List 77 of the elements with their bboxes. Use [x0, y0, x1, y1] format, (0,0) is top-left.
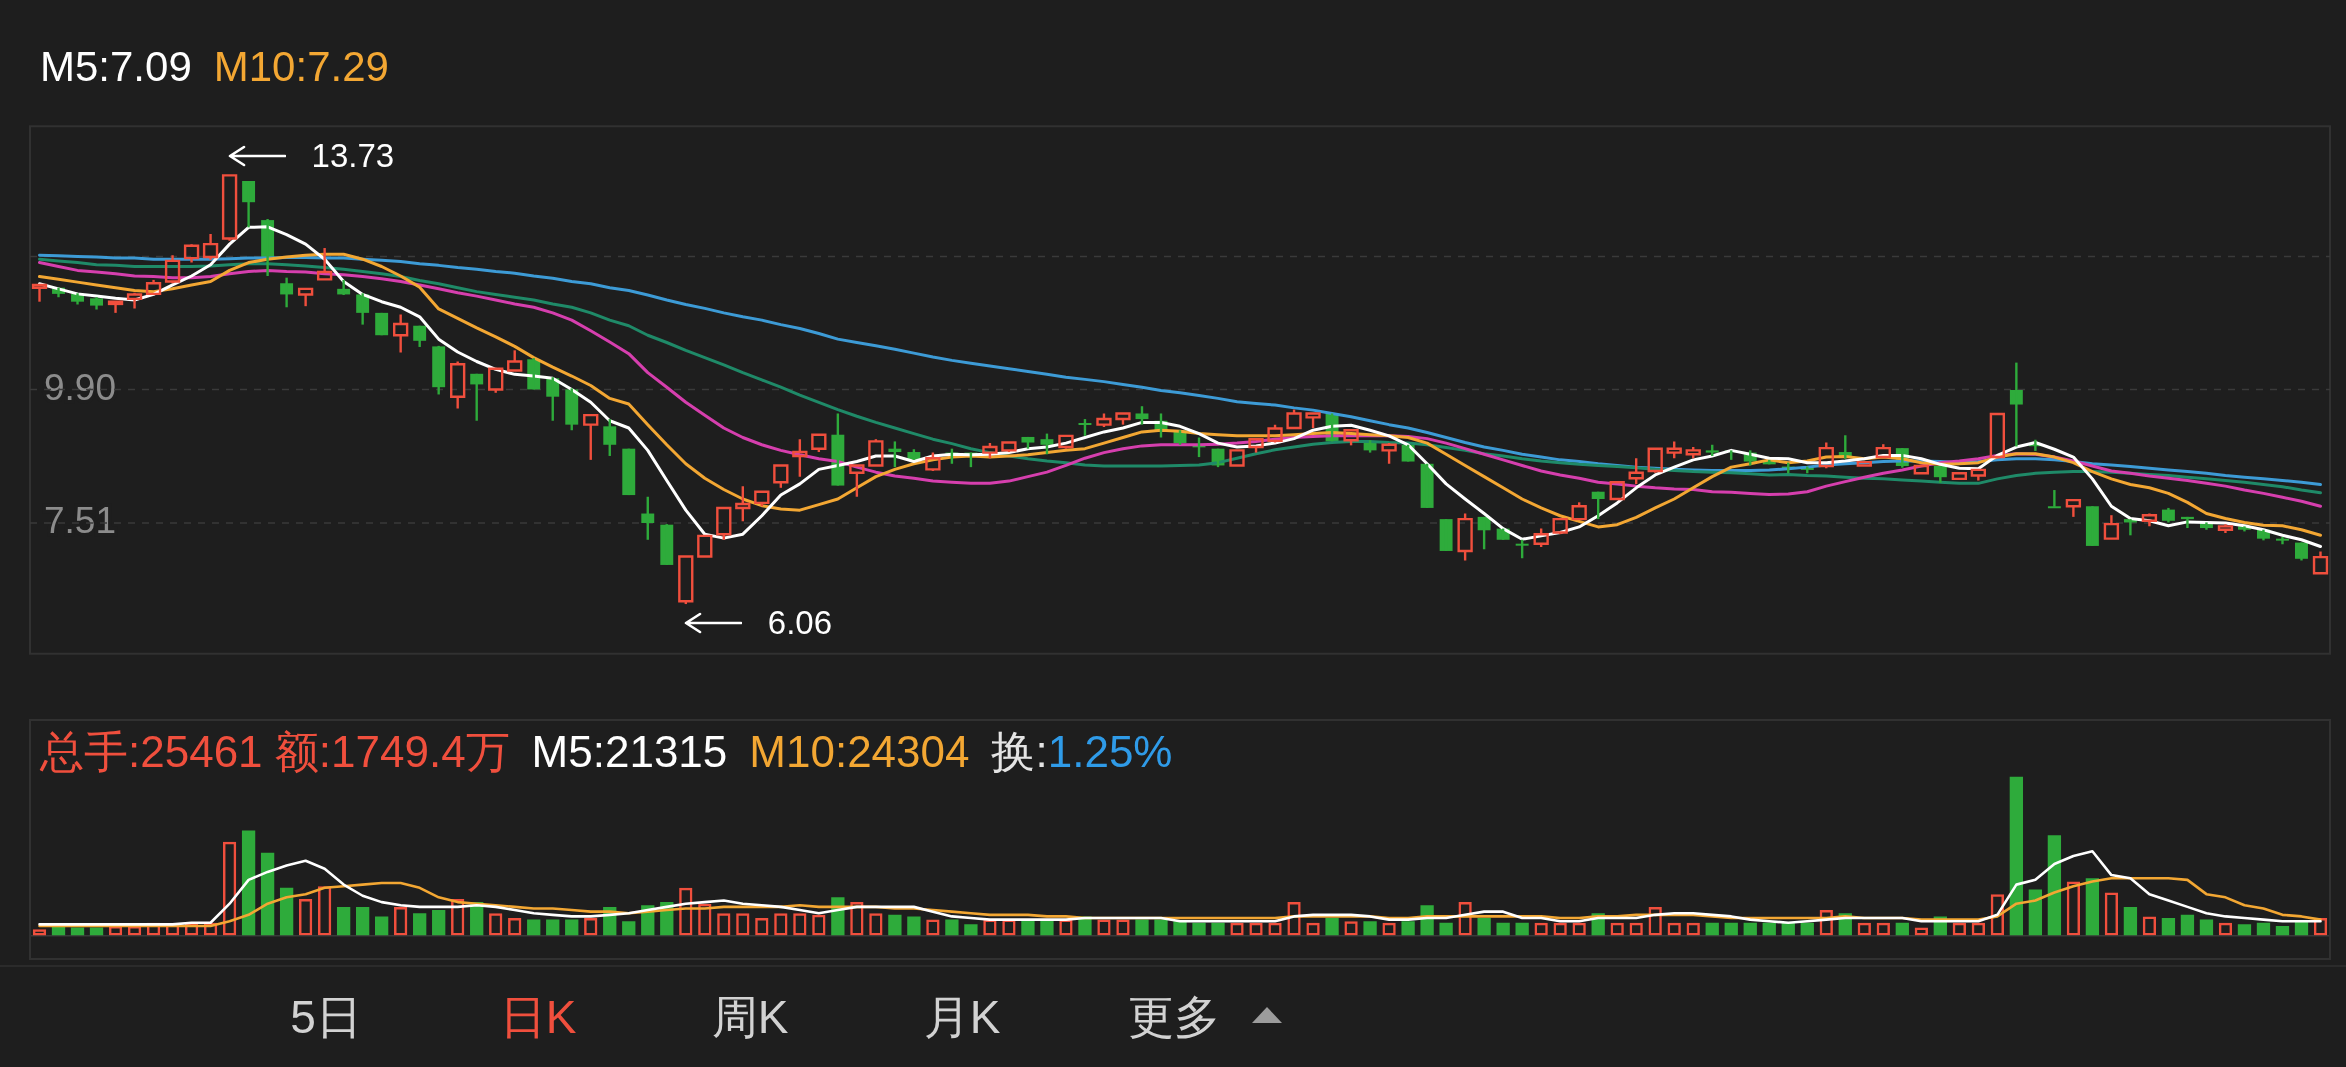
bar: [1515, 922, 1529, 936]
bar: [2180, 914, 2195, 936]
bar: [1211, 922, 1225, 936]
candlestick: [450, 360, 466, 410]
bar: [1135, 919, 1149, 936]
bar: [2256, 922, 2271, 936]
category-label: 更多: [1128, 990, 1220, 1044]
bar: [2085, 878, 2100, 936]
bar: [1724, 922, 1738, 936]
candlestick: [393, 313, 409, 354]
candlestick: [660, 522, 674, 567]
bar: [527, 919, 541, 936]
bar: [565, 919, 579, 936]
text: 换:1.25%: [991, 727, 1173, 777]
bar: [546, 919, 560, 936]
bar: [1173, 921, 1187, 936]
candlestick: [622, 447, 636, 497]
bar: [1021, 919, 1035, 936]
bar: [2028, 889, 2043, 936]
bar: [2123, 906, 2138, 936]
bar: [1800, 922, 1814, 936]
text: M10:24304: [749, 727, 970, 777]
bar: [1325, 918, 1339, 936]
text: M5:21315: [531, 727, 728, 777]
candlestick: [375, 311, 389, 337]
bar: [1401, 921, 1415, 936]
bar: [2161, 918, 2176, 936]
bar: [907, 916, 921, 936]
category-label: 月K: [923, 990, 1001, 1044]
bar: [375, 916, 389, 936]
bar: [1040, 919, 1054, 936]
bar: [622, 921, 636, 936]
bar: [945, 919, 959, 936]
y-tick-label: 9.90: [44, 366, 117, 408]
candlestick: [1875, 443, 1891, 459]
candlestick: [1628, 456, 1644, 486]
bar: [1154, 919, 1168, 936]
text: M10:7.29: [213, 43, 389, 91]
bar: [432, 910, 446, 936]
bar: [1762, 922, 1776, 936]
bar: [1439, 922, 1453, 936]
bar: [279, 887, 294, 936]
candlestick: [792, 437, 808, 478]
bar: [2047, 835, 2062, 936]
bar: [2237, 924, 2252, 936]
annotation: 13.73: [311, 137, 395, 176]
candlestick: [735, 484, 751, 523]
bar: [260, 852, 275, 936]
chart-title: 总手:25461 额:1749.4万: [40, 727, 510, 777]
bar: [241, 830, 256, 936]
bar: [336, 906, 351, 936]
bar: [888, 914, 902, 936]
candlestick: [583, 413, 599, 462]
bar: [413, 913, 427, 936]
candlestick: [2085, 505, 2099, 548]
category-label: 周K: [711, 990, 789, 1044]
bar: [964, 924, 978, 936]
bar: [1496, 922, 1510, 936]
text: M5:7.09: [40, 43, 192, 91]
candlestick: [1439, 517, 1453, 553]
bar: [1477, 918, 1491, 936]
candlestick: [849, 464, 865, 498]
candlestick: [1040, 432, 1054, 456]
bar: [1743, 922, 1757, 936]
bar: [2009, 776, 2024, 936]
candlestick: [1420, 462, 1434, 510]
bar: [1192, 922, 1206, 936]
bar: [355, 906, 370, 936]
category-label: 日K: [499, 990, 577, 1044]
annotation: 6.06: [767, 604, 833, 643]
bar: [2199, 919, 2214, 936]
y-tick-label: 7.51: [44, 500, 117, 542]
category-label: 5日: [290, 990, 362, 1044]
bar: [1705, 922, 1719, 936]
bar: [1895, 922, 1909, 936]
bar: [1363, 921, 1377, 936]
bar: [2275, 925, 2290, 936]
